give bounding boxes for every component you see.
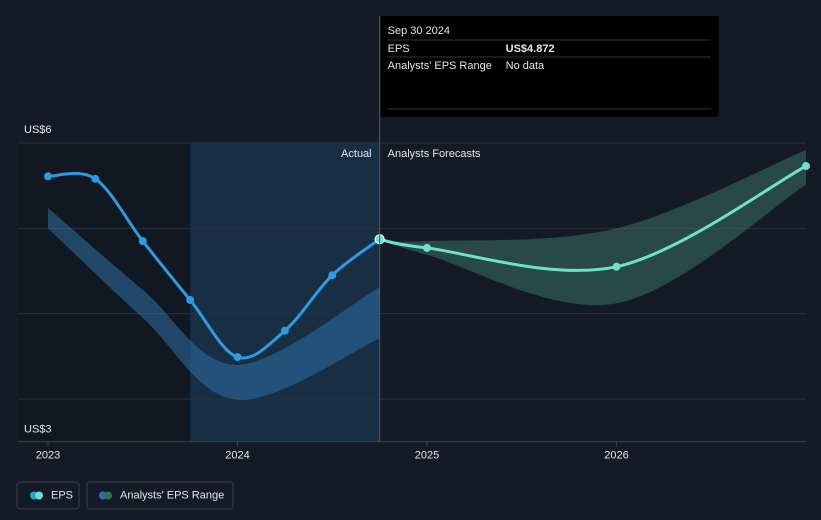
- legend-item[interactable]: [86, 481, 234, 510]
- range-band: [48, 207, 380, 400]
- x-tick-label: 2025: [415, 450, 439, 462]
- tooltip-value: US$4.872: [506, 43, 555, 55]
- tooltip-key: EPS: [388, 43, 410, 55]
- past-region: [17, 143, 191, 442]
- range-band: [379, 149, 806, 306]
- tooltip-date: Sep 30 2024: [388, 25, 450, 37]
- forecast-label: Analysts Forecasts: [388, 148, 481, 160]
- x-tick-label: 2023: [36, 450, 60, 462]
- legend-swatch: [35, 491, 43, 500]
- eps-point[interactable]: [423, 243, 432, 252]
- eps-point[interactable]: [280, 326, 289, 335]
- legend-item[interactable]: [16, 481, 80, 510]
- eps-point[interactable]: [328, 271, 337, 280]
- eps-point[interactable]: [802, 162, 810, 171]
- legend-label: Analysts' EPS Range: [120, 489, 224, 501]
- y-tick-label: US$6: [24, 124, 52, 136]
- tooltip-value: No data: [506, 60, 545, 72]
- eps-point[interactable]: [44, 172, 53, 181]
- eps-point[interactable]: [186, 295, 195, 304]
- eps-point[interactable]: [612, 262, 621, 271]
- tooltip-box: [380, 16, 719, 117]
- tooltip-key: Analysts' EPS Range: [388, 60, 492, 72]
- eps-point[interactable]: [91, 174, 100, 183]
- legend-swatch: [104, 491, 112, 500]
- last-year-region: [190, 143, 380, 442]
- actual-label: Actual: [341, 148, 372, 160]
- eps-line: [379, 164, 807, 272]
- legend-label: EPS: [51, 489, 73, 501]
- x-tick-label: 2026: [604, 450, 628, 462]
- eps-line: [47, 171, 381, 360]
- y-tick-label: US$3: [24, 424, 52, 436]
- x-tick-label: 2024: [225, 450, 249, 462]
- eps-point[interactable]: [233, 353, 242, 362]
- eps-point[interactable]: [138, 237, 147, 246]
